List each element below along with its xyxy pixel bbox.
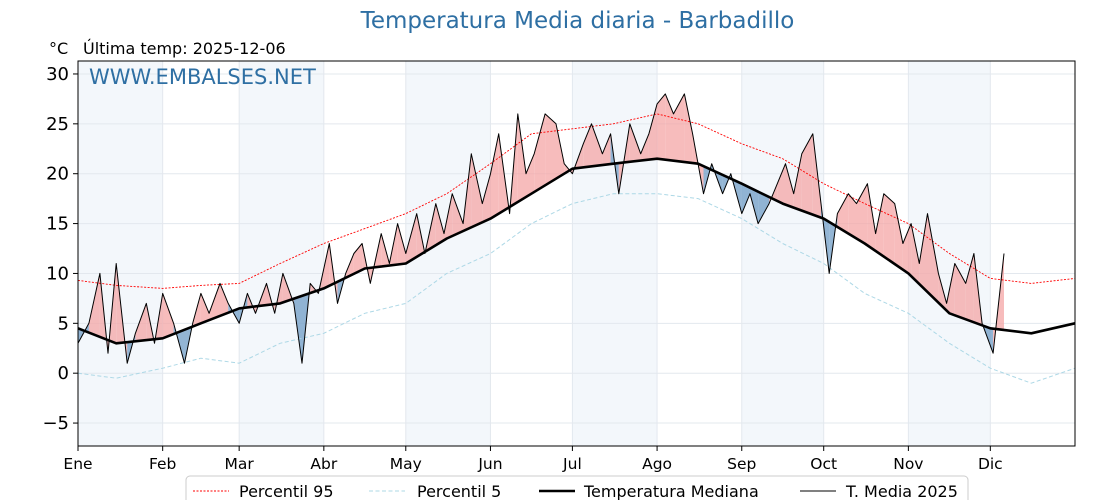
- fill-above-median: [482, 173, 491, 223]
- x-axis: Ene Feb Mar Abr May Jun Jul Ago Sep Oct Nov Dic: [63, 446, 1003, 473]
- fill-above-median: [911, 223, 920, 285]
- x-tick-label: Feb: [149, 455, 176, 473]
- fill-above-median: [583, 123, 592, 168]
- x-tick-label: Jul: [562, 455, 582, 473]
- y-tick-label: 10: [46, 263, 69, 284]
- fill-above-median: [867, 183, 876, 251]
- legend-label: T. Media 2025: [845, 482, 958, 500]
- fill-below-median: [758, 191, 770, 224]
- fill-above-median: [673, 93, 685, 163]
- fill-above-median: [785, 163, 794, 208]
- fill-above-median: [602, 133, 611, 166]
- fill-above-median: [209, 283, 220, 321]
- month-band: [78, 61, 163, 446]
- fill-below-median: [741, 183, 750, 214]
- x-tick-label: Dic: [978, 455, 1003, 473]
- y-tick-label: 5: [58, 313, 69, 334]
- fill-above-median: [684, 93, 693, 164]
- fill-above-median: [545, 113, 556, 186]
- fill-above-median: [837, 193, 849, 234]
- anomaly-fills: [78, 93, 1004, 364]
- watermark: WWW.EMBALSES.NET: [89, 65, 316, 89]
- fill-above-median: [88, 273, 100, 337]
- x-tick-label: Nov: [893, 455, 923, 473]
- fill-above-median: [648, 103, 658, 160]
- x-tick-label: Sep: [727, 455, 756, 473]
- fill-above-median: [883, 193, 895, 265]
- x-tick-label: Abr: [310, 455, 337, 473]
- x-tick-label: Oct: [810, 455, 837, 473]
- fill-above-median: [848, 193, 857, 239]
- fill-above-median: [526, 153, 535, 197]
- series-line: [77, 157, 1076, 345]
- month-band: [239, 61, 324, 446]
- fill-above-median: [534, 113, 546, 192]
- fill-above-median: [490, 133, 499, 219]
- fill-above-median: [220, 283, 229, 316]
- fill-above-median: [200, 293, 210, 324]
- y-tick-label: 15: [46, 214, 69, 235]
- fill-above-median: [397, 223, 406, 265]
- y-tick-label: 20: [46, 164, 69, 185]
- month-band: [741, 61, 824, 446]
- fill-above-median: [405, 213, 417, 264]
- x-tick-label: Ago: [642, 455, 672, 473]
- month-bands: [78, 61, 991, 446]
- fill-above-median: [162, 293, 174, 339]
- fill-above-median: [435, 203, 444, 246]
- fill-above-median: [591, 123, 603, 167]
- month-band: [572, 61, 658, 446]
- y-tick-label: 30: [46, 64, 69, 85]
- fill-above-median: [665, 93, 674, 161]
- series-line: [77, 193, 1076, 384]
- fill-above-median: [135, 303, 147, 342]
- fill-above-median: [919, 213, 928, 293]
- fill-above-median: [452, 193, 464, 236]
- fill-above-median: [556, 123, 565, 179]
- legend-box: [185, 475, 969, 500]
- series-line: [77, 113, 1076, 289]
- y-axis: −5 0 5 10 15 20 25 30: [42, 64, 78, 434]
- x-tick-label: Ene: [63, 455, 92, 473]
- fill-above-median: [793, 153, 802, 211]
- fill-above-median: [954, 263, 966, 320]
- unit-label: °C: [49, 39, 69, 58]
- legend-label: Percentil 5: [417, 482, 501, 500]
- fill-above-median: [965, 253, 974, 323]
- series-line: [77, 93, 1005, 364]
- legend-label: Temperatura Mediana: [583, 482, 759, 500]
- fill-above-median: [946, 263, 955, 316]
- fill-above-median: [629, 123, 641, 162]
- fill-above-median: [517, 113, 526, 202]
- legend-label: Percentil 95: [239, 482, 334, 500]
- fill-above-median: [657, 93, 666, 160]
- fill-above-median: [902, 223, 912, 277]
- plot-frame: [77, 60, 1076, 447]
- last-update-label: Última temp: 2025-12-06: [83, 39, 286, 58]
- legend: Percentil 95 Percentil 5 Temperatura Media…: [185, 475, 969, 500]
- fill-above-median: [471, 153, 483, 228]
- x-tick-label: Mar: [225, 455, 255, 473]
- fill-above-median: [875, 193, 884, 257]
- x-tick-label: Jun: [477, 455, 502, 473]
- fill-above-median: [894, 203, 903, 270]
- series-lines: [77, 93, 1076, 384]
- fill-above-median: [640, 133, 649, 161]
- x-tick-label: May: [390, 455, 422, 473]
- fill-above-median: [777, 163, 786, 205]
- y-tick-label: −5: [42, 413, 69, 434]
- y-tick-label: 25: [46, 114, 69, 135]
- fill-above-median: [927, 213, 939, 303]
- y-tick-label: 0: [58, 363, 69, 384]
- chart-title: Temperatura Media diaria - Barbadillo: [360, 8, 795, 34]
